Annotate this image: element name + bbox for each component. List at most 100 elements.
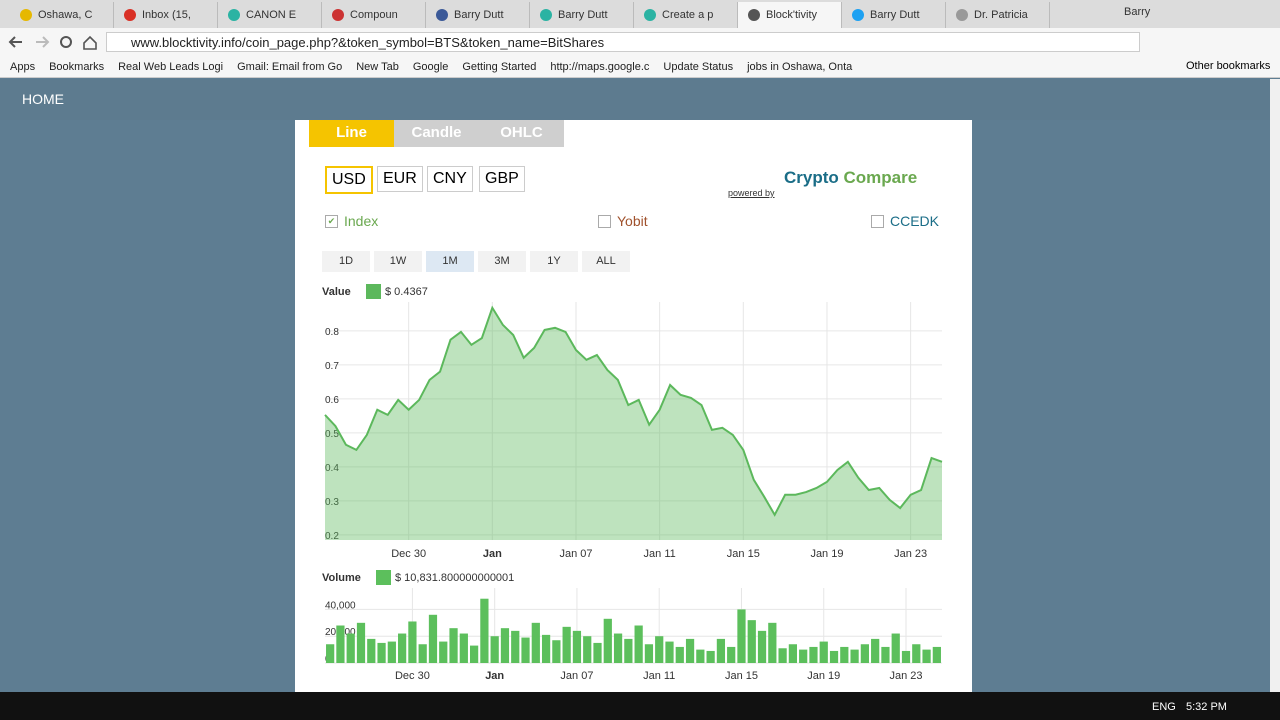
bar	[840, 646, 849, 663]
bar	[860, 644, 869, 663]
bookmark[interactable]: jobs in Oshawa, Onta	[747, 60, 853, 73]
tab-icon	[956, 9, 968, 21]
bar	[593, 642, 602, 663]
bar	[367, 638, 376, 663]
tab-title: CANON E	[246, 9, 297, 21]
currency-button[interactable]: EUR	[377, 166, 423, 192]
tab-icon	[852, 9, 864, 21]
tab-icon	[124, 9, 136, 21]
tab[interactable]: Barry Dutt	[530, 2, 634, 28]
bookmark[interactable]: http://maps.google.c	[550, 60, 650, 73]
bar	[459, 633, 468, 663]
currency-button[interactable]: GBP	[479, 166, 525, 192]
tab[interactable]: Create a p	[634, 2, 738, 28]
bar	[531, 622, 540, 663]
range-button[interactable]: 1M	[426, 251, 474, 272]
clock: 5:32 PM	[1186, 701, 1227, 713]
readout: $ 0.4367	[385, 286, 428, 298]
bookmark[interactable]: Gmail: Email from Go	[237, 60, 343, 73]
chart-type-tab[interactable]: OHLC	[479, 120, 564, 147]
tab[interactable]: Barry Dutt	[426, 2, 530, 28]
bar	[675, 646, 684, 663]
bar	[377, 642, 386, 663]
chart-type-tab[interactable]: Candle	[394, 120, 479, 147]
readout: $ 10,831.800000000001	[395, 572, 514, 584]
bookmark[interactable]: Bookmarks	[49, 60, 105, 73]
bookmark[interactable]: New Tab	[356, 60, 399, 73]
range-button[interactable]: 1Y	[530, 251, 578, 272]
bookmark[interactable]: Google	[412, 60, 449, 73]
bar	[408, 621, 417, 663]
home-link[interactable]: HOME	[22, 91, 64, 107]
bar	[552, 640, 561, 663]
exchange-option[interactable]: ✔ Index	[325, 213, 378, 229]
bookmark[interactable]: Getting Started	[462, 60, 537, 73]
y-tick-label: 0.3	[325, 497, 339, 508]
line	[324, 305, 943, 517]
address-bar[interactable]: www.blocktivity.info/coin_page.php?&toke…	[106, 32, 1140, 52]
bar	[541, 634, 551, 663]
bookmark[interactable]: Update Status	[663, 60, 734, 73]
bar	[336, 625, 345, 663]
x-tick-label: Jan	[485, 670, 504, 682]
range-button[interactable]: ALL	[582, 251, 630, 272]
bookmark[interactable]: Real Web Leads Logi	[118, 60, 224, 73]
y-tick-label: 0.7	[325, 361, 339, 372]
tab[interactable]: Compoun	[322, 2, 426, 28]
tab[interactable]: Inbox (15,	[114, 2, 218, 28]
bar	[387, 641, 396, 663]
range-button[interactable]: 1W	[374, 251, 422, 272]
x-tick-label: Jan 19	[810, 548, 843, 560]
bar	[912, 644, 921, 663]
scrollbar[interactable]	[1270, 79, 1280, 692]
exchange-option[interactable]: Yobit	[598, 213, 648, 229]
tab[interactable]: CANON E	[218, 2, 322, 28]
bar	[572, 630, 582, 663]
user-name[interactable]: Barry	[1124, 6, 1151, 18]
bar	[480, 598, 489, 663]
x-tick-label: Jan 15	[727, 548, 760, 560]
checkbox[interactable]: ✔	[325, 214, 338, 228]
currency-button[interactable]: CNY	[427, 166, 473, 192]
exchange-option[interactable]: CCEDK	[871, 213, 939, 229]
y-tick-label: 0.4	[325, 463, 339, 474]
nav-buttons[interactable]	[6, 32, 101, 52]
tab-icon	[332, 9, 344, 21]
chart-type-tab[interactable]: Line	[309, 120, 394, 147]
language: ENG	[1152, 701, 1176, 713]
checkbox[interactable]	[871, 214, 884, 228]
powered-by[interactable]: powered by	[728, 188, 775, 198]
bar	[346, 633, 355, 663]
x-tick-label: Dec 30	[395, 670, 430, 682]
x-tick-label: Jan 07	[559, 548, 592, 560]
checkbox[interactable]	[598, 214, 611, 228]
bar	[613, 633, 623, 663]
bar	[326, 644, 335, 663]
tab[interactable]: Block'tivity	[738, 2, 842, 28]
tab-title: Inbox (15,	[142, 9, 191, 21]
bar	[799, 649, 808, 663]
tab-icon	[748, 9, 760, 21]
other-bookmarks[interactable]: Other bookmarks	[1186, 60, 1271, 72]
chart-panel	[295, 120, 972, 692]
taskbar: ENG 5:32 PM	[0, 692, 1280, 720]
bar	[747, 620, 756, 663]
tab-title: Barry Dutt	[558, 9, 608, 21]
range-button[interactable]: 3M	[478, 251, 526, 272]
tab-strip: Oshawa, C Inbox (15, CANON E Compoun Barry D…	[0, 0, 1280, 28]
area	[325, 307, 942, 540]
tab[interactable]: Barry Dutt	[842, 2, 946, 28]
bar	[809, 646, 818, 663]
tab[interactable]: Oshawa, C	[10, 2, 114, 28]
bookmark[interactable]: Apps	[10, 60, 36, 73]
range-button[interactable]: 1D	[322, 251, 370, 272]
bar	[881, 646, 890, 663]
logo-part: Compare	[843, 168, 918, 187]
bar	[583, 636, 592, 663]
bar	[829, 650, 839, 663]
tab[interactable]: Dr. Patricia	[946, 2, 1050, 28]
tab-title: Compoun	[350, 9, 398, 21]
exchange-label: Index	[344, 213, 379, 229]
currency-button[interactable]: USD	[325, 166, 373, 194]
